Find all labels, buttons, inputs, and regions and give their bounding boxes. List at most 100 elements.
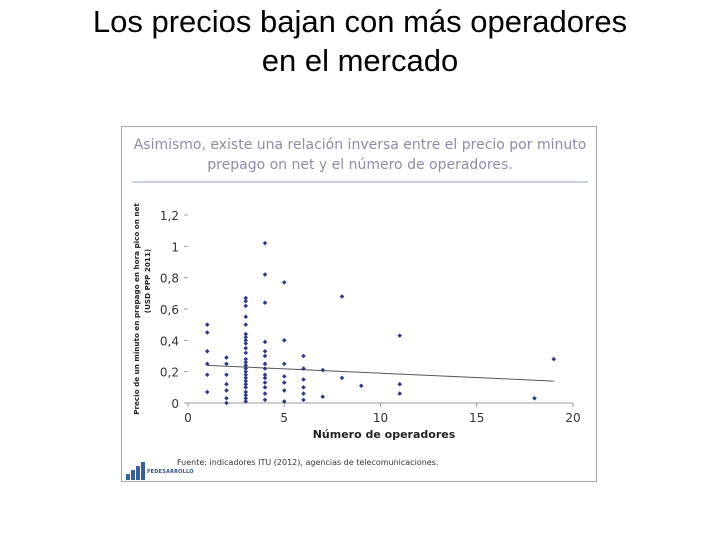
data-point: [262, 240, 268, 246]
data-point: [243, 334, 249, 340]
data-point: [224, 355, 229, 360]
chart-title-line-2: prepago on net y el número de operadores…: [207, 157, 513, 173]
data-point: [551, 356, 557, 362]
data-point: [281, 380, 287, 385]
data-points: [204, 240, 557, 406]
x-tick-label: 0: [184, 411, 192, 425]
data-point: [243, 356, 249, 362]
data-point: [397, 333, 403, 338]
data-point: [243, 375, 249, 381]
data-point: [262, 349, 268, 354]
data-point: [320, 394, 326, 400]
data-point: [243, 341, 249, 346]
data-point: [243, 314, 249, 320]
data-point: [339, 294, 345, 299]
data-point: [243, 338, 249, 343]
data-point: [262, 300, 268, 306]
data-point: [339, 375, 345, 381]
data-point: [262, 366, 268, 371]
data-point: [262, 397, 268, 403]
data-point: [301, 385, 306, 390]
fedesarrollo-logo: FEDESARROLLO: [126, 462, 198, 480]
y-tick-label: 1: [171, 240, 179, 254]
y-tick-label: 0,6: [160, 303, 179, 317]
data-point: [397, 381, 403, 387]
data-point: [281, 374, 287, 379]
data-point: [204, 330, 210, 335]
data-point: [224, 400, 229, 406]
y-axis-title-line-1: Precio de un minuto en prepago en hora p…: [132, 203, 141, 415]
data-point: [243, 369, 249, 374]
data-point: [262, 353, 268, 359]
trendline: [207, 364, 554, 382]
data-point: [243, 396, 249, 401]
data-point: [281, 399, 287, 404]
data-point: [301, 353, 306, 359]
x-tick-label: 20: [565, 411, 580, 425]
data-point: [281, 388, 287, 393]
data-point: [224, 372, 229, 378]
data-point: [204, 361, 210, 367]
data-point: [243, 366, 249, 371]
chart-title: Asimismo, existe una relación inversa en…: [122, 135, 598, 175]
y-axis-title: Precio de un minuto en prepago en hora p…: [132, 203, 152, 415]
x-axis-title: Número de operadores: [313, 428, 456, 441]
data-point: [281, 361, 287, 367]
x-tick-label: 10: [373, 411, 388, 425]
slide-title-line-2: en el mercado: [261, 43, 459, 78]
data-point: [281, 280, 287, 285]
logo-bars-icon: [126, 462, 146, 480]
chart-title-line-1: Asimismo, existe una relación inversa en…: [133, 137, 587, 153]
data-point: [262, 272, 268, 277]
y-tick-label: 0,2: [160, 366, 179, 380]
data-point: [243, 378, 249, 384]
data-point: [204, 349, 210, 354]
data-point: [243, 322, 249, 327]
data-point: [301, 377, 306, 382]
data-point: [262, 385, 268, 390]
x-tick-label: 5: [280, 411, 288, 425]
data-point: [262, 375, 268, 381]
data-point: [204, 322, 210, 327]
chart-figure: Asimismo, existe una relación inversa en…: [121, 126, 597, 482]
slide-title-line-1: Los precios bajan con más operadores: [92, 4, 628, 39]
data-point: [532, 396, 537, 401]
data-point: [224, 361, 229, 367]
data-point: [320, 367, 326, 373]
data-point: [243, 359, 249, 365]
data-point: [243, 385, 249, 390]
data-point: [281, 338, 287, 343]
x-tick-label: 15: [469, 411, 484, 425]
data-point: [243, 345, 249, 351]
data-point: [301, 397, 306, 403]
data-point: [243, 331, 249, 337]
title-divider: [132, 181, 588, 183]
source-note: Fuente: indicadores ITU (2012), agencias…: [177, 458, 439, 467]
y-tick-label: 0: [171, 397, 179, 411]
data-point: [204, 372, 210, 378]
data-point: [224, 396, 229, 401]
data-point: [243, 381, 249, 387]
data-point: [301, 391, 306, 396]
data-point: [262, 391, 268, 396]
data-point: [243, 350, 249, 356]
data-point: [243, 298, 249, 304]
y-tick-label: 0,4: [160, 334, 179, 348]
y-axis-title-line-2: (USD PPP 2011): [143, 249, 152, 313]
data-point: [243, 303, 249, 309]
data-point: [397, 391, 403, 396]
data-point: [262, 339, 268, 345]
data-point: [224, 381, 229, 387]
data-point: [243, 399, 249, 404]
data-point: [204, 389, 210, 395]
data-point: [262, 380, 268, 385]
y-tick-label: 0,8: [160, 272, 179, 286]
y-tick-label: 1,2: [160, 209, 179, 223]
slide-title: Los precios bajan con más operadores en …: [0, 2, 720, 80]
logo-text: FEDESARROLLO: [147, 469, 194, 475]
data-point: [243, 295, 249, 301]
data-point: [358, 383, 364, 389]
data-point: [243, 389, 249, 395]
axes: 0 0,2 0,4 0,6 0,8 1 1,2 0 5 10 15 20: [160, 209, 581, 425]
trendline-group: [207, 364, 554, 382]
